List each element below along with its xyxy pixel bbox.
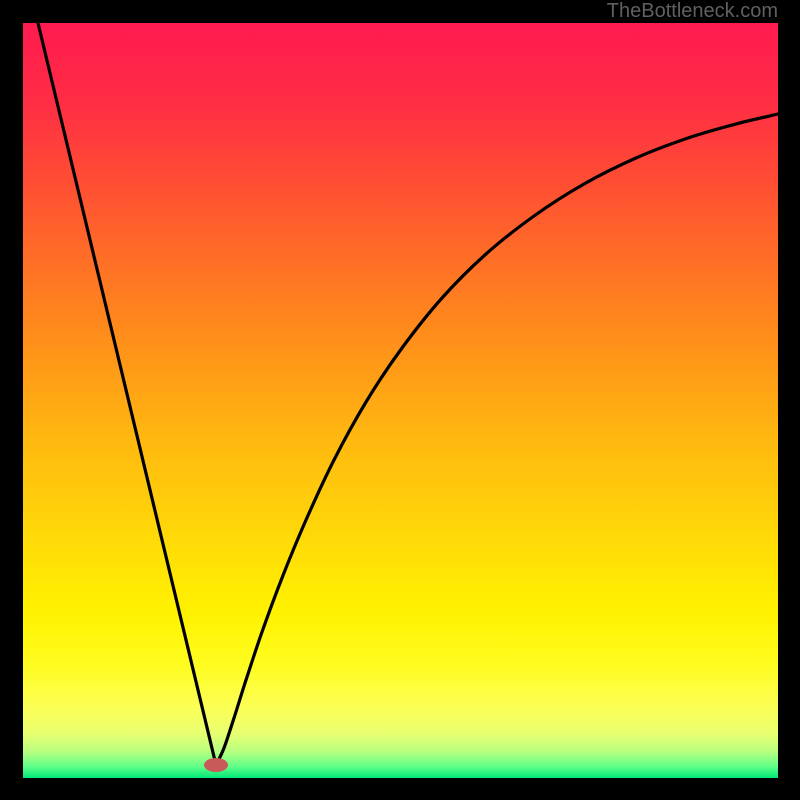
chart-container: TheBottleneck.com bbox=[0, 0, 800, 800]
minimum-marker bbox=[204, 758, 228, 772]
plot-background bbox=[23, 23, 778, 778]
watermark-label: TheBottleneck.com bbox=[607, 0, 778, 23]
bottleneck-chart bbox=[0, 0, 800, 800]
